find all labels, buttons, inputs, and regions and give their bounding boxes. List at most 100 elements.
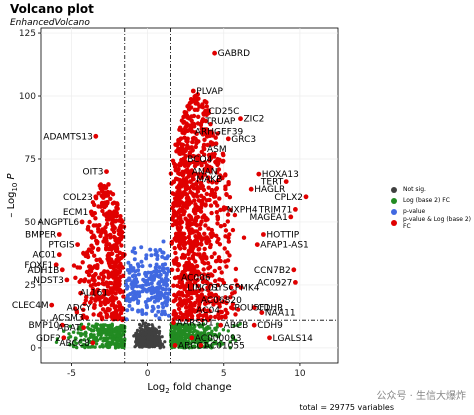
point-p-value-and-fc	[187, 213, 192, 218]
point-log-fc	[79, 322, 84, 326]
point-p-value-and-fc	[186, 256, 192, 261]
point-log-fc	[177, 345, 181, 349]
point-not-sig	[147, 326, 151, 331]
point-p-value-and-fc	[198, 254, 203, 260]
point-p-value	[146, 298, 151, 303]
point-p-value-and-fc	[78, 290, 84, 296]
point-p-value	[136, 299, 141, 304]
point-p-value-and-fc	[108, 196, 113, 201]
point-log-fc	[179, 324, 183, 328]
point-p-value-and-fc	[109, 245, 115, 250]
point-p-value-and-fc	[206, 272, 211, 277]
x-tick-label: -5	[67, 369, 76, 379]
point-not-sig	[147, 343, 151, 347]
point-p-value-and-fc	[212, 151, 217, 157]
point-p-value-and-fc	[176, 193, 182, 198]
point-p-value-and-fc	[103, 229, 108, 234]
point-p-value-and-fc	[195, 207, 200, 213]
point-p-value-and-fc	[192, 96, 198, 102]
point-p-value	[149, 270, 154, 275]
point-p-value	[132, 246, 137, 251]
point-p-value-and-fc	[90, 290, 95, 295]
labeled-point	[49, 302, 55, 308]
labeled-point	[200, 118, 205, 124]
gene-label: BMP10	[28, 321, 59, 331]
point-p-value-and-fc	[208, 314, 213, 320]
labeled-point	[283, 179, 289, 185]
point-p-value-and-fc	[110, 192, 116, 197]
point-p-value-and-fc	[183, 124, 188, 130]
point-p-value	[140, 264, 145, 269]
point-p-value	[144, 256, 149, 261]
point-log-fc	[73, 336, 78, 340]
point-log-fc	[171, 331, 175, 336]
point-log-fc	[206, 333, 210, 338]
point-p-value-and-fc	[182, 209, 187, 214]
point-log-fc	[62, 329, 66, 333]
point-p-value	[149, 253, 154, 258]
point-p-value-and-fc	[202, 172, 207, 177]
point-p-value-and-fc	[88, 264, 93, 269]
point-log-fc	[78, 339, 83, 344]
point-p-value-and-fc	[197, 104, 202, 109]
point-p-value-and-fc	[215, 282, 221, 288]
point-p-value-and-fc	[171, 258, 177, 263]
y-axis-title-sub: 10	[11, 183, 19, 192]
point-p-value-and-fc	[180, 204, 186, 210]
point-log-fc	[207, 336, 211, 340]
chart-subtitle: EnhancedVolcano	[10, 18, 90, 28]
labeled-point	[248, 186, 254, 192]
labeled-point	[291, 267, 297, 273]
point-p-value-and-fc	[204, 191, 209, 197]
point-p-value-and-fc	[183, 185, 188, 190]
legend-swatch-p-value-and-fc	[391, 219, 397, 226]
point-p-value	[160, 254, 165, 259]
point-p-value-and-fc	[116, 236, 122, 242]
point-log-fc	[183, 346, 187, 350]
labeled-point	[267, 335, 272, 341]
point-not-sig	[132, 334, 136, 338]
point-log-fc	[182, 342, 186, 346]
gene-label: MAGEA1	[249, 213, 287, 223]
point-p-value-and-fc	[196, 114, 201, 120]
point-p-value-and-fc	[199, 163, 204, 168]
gene-label: SYSCPMK4	[212, 283, 260, 293]
point-log-fc	[72, 339, 77, 343]
point-log-fc	[119, 339, 124, 343]
point-p-value-and-fc	[200, 259, 205, 265]
point-p-value-and-fc	[227, 232, 232, 237]
gene-label: GABRD	[218, 49, 251, 59]
gene-label: CLEC4M	[12, 301, 49, 311]
point-p-value-and-fc	[217, 157, 222, 162]
point-p-value-and-fc	[101, 274, 107, 280]
point-p-value-and-fc	[177, 127, 182, 132]
point-p-value-and-fc	[206, 185, 211, 190]
labeled-point	[288, 214, 294, 220]
point-p-value	[130, 307, 135, 312]
point-p-value-and-fc	[206, 226, 211, 231]
point-log-fc	[121, 333, 125, 337]
point-p-value-and-fc	[82, 301, 87, 307]
point-p-value-and-fc	[186, 298, 191, 303]
point-p-value	[148, 247, 153, 252]
point-p-value-and-fc	[179, 151, 184, 156]
point-p-value-and-fc	[96, 191, 101, 196]
point-p-value-and-fc	[112, 234, 117, 240]
point-p-value-and-fc	[201, 128, 207, 133]
labeled-point	[190, 88, 196, 94]
gene-label: COL23	[63, 193, 93, 203]
point-p-value-and-fc	[175, 177, 180, 182]
point-p-value-and-fc	[217, 301, 222, 307]
point-p-value-and-fc	[179, 142, 184, 147]
point-p-value	[149, 287, 154, 292]
gene-label: CDHR	[257, 304, 283, 314]
point-p-value-and-fc	[195, 194, 200, 199]
point-p-value-and-fc	[202, 246, 207, 252]
point-p-value-and-fc	[241, 235, 247, 240]
point-p-value	[138, 284, 143, 289]
point-p-value-and-fc	[202, 231, 207, 236]
point-log-fc	[113, 346, 118, 350]
point-p-value-and-fc	[88, 299, 93, 305]
point-p-value-and-fc	[188, 273, 193, 278]
